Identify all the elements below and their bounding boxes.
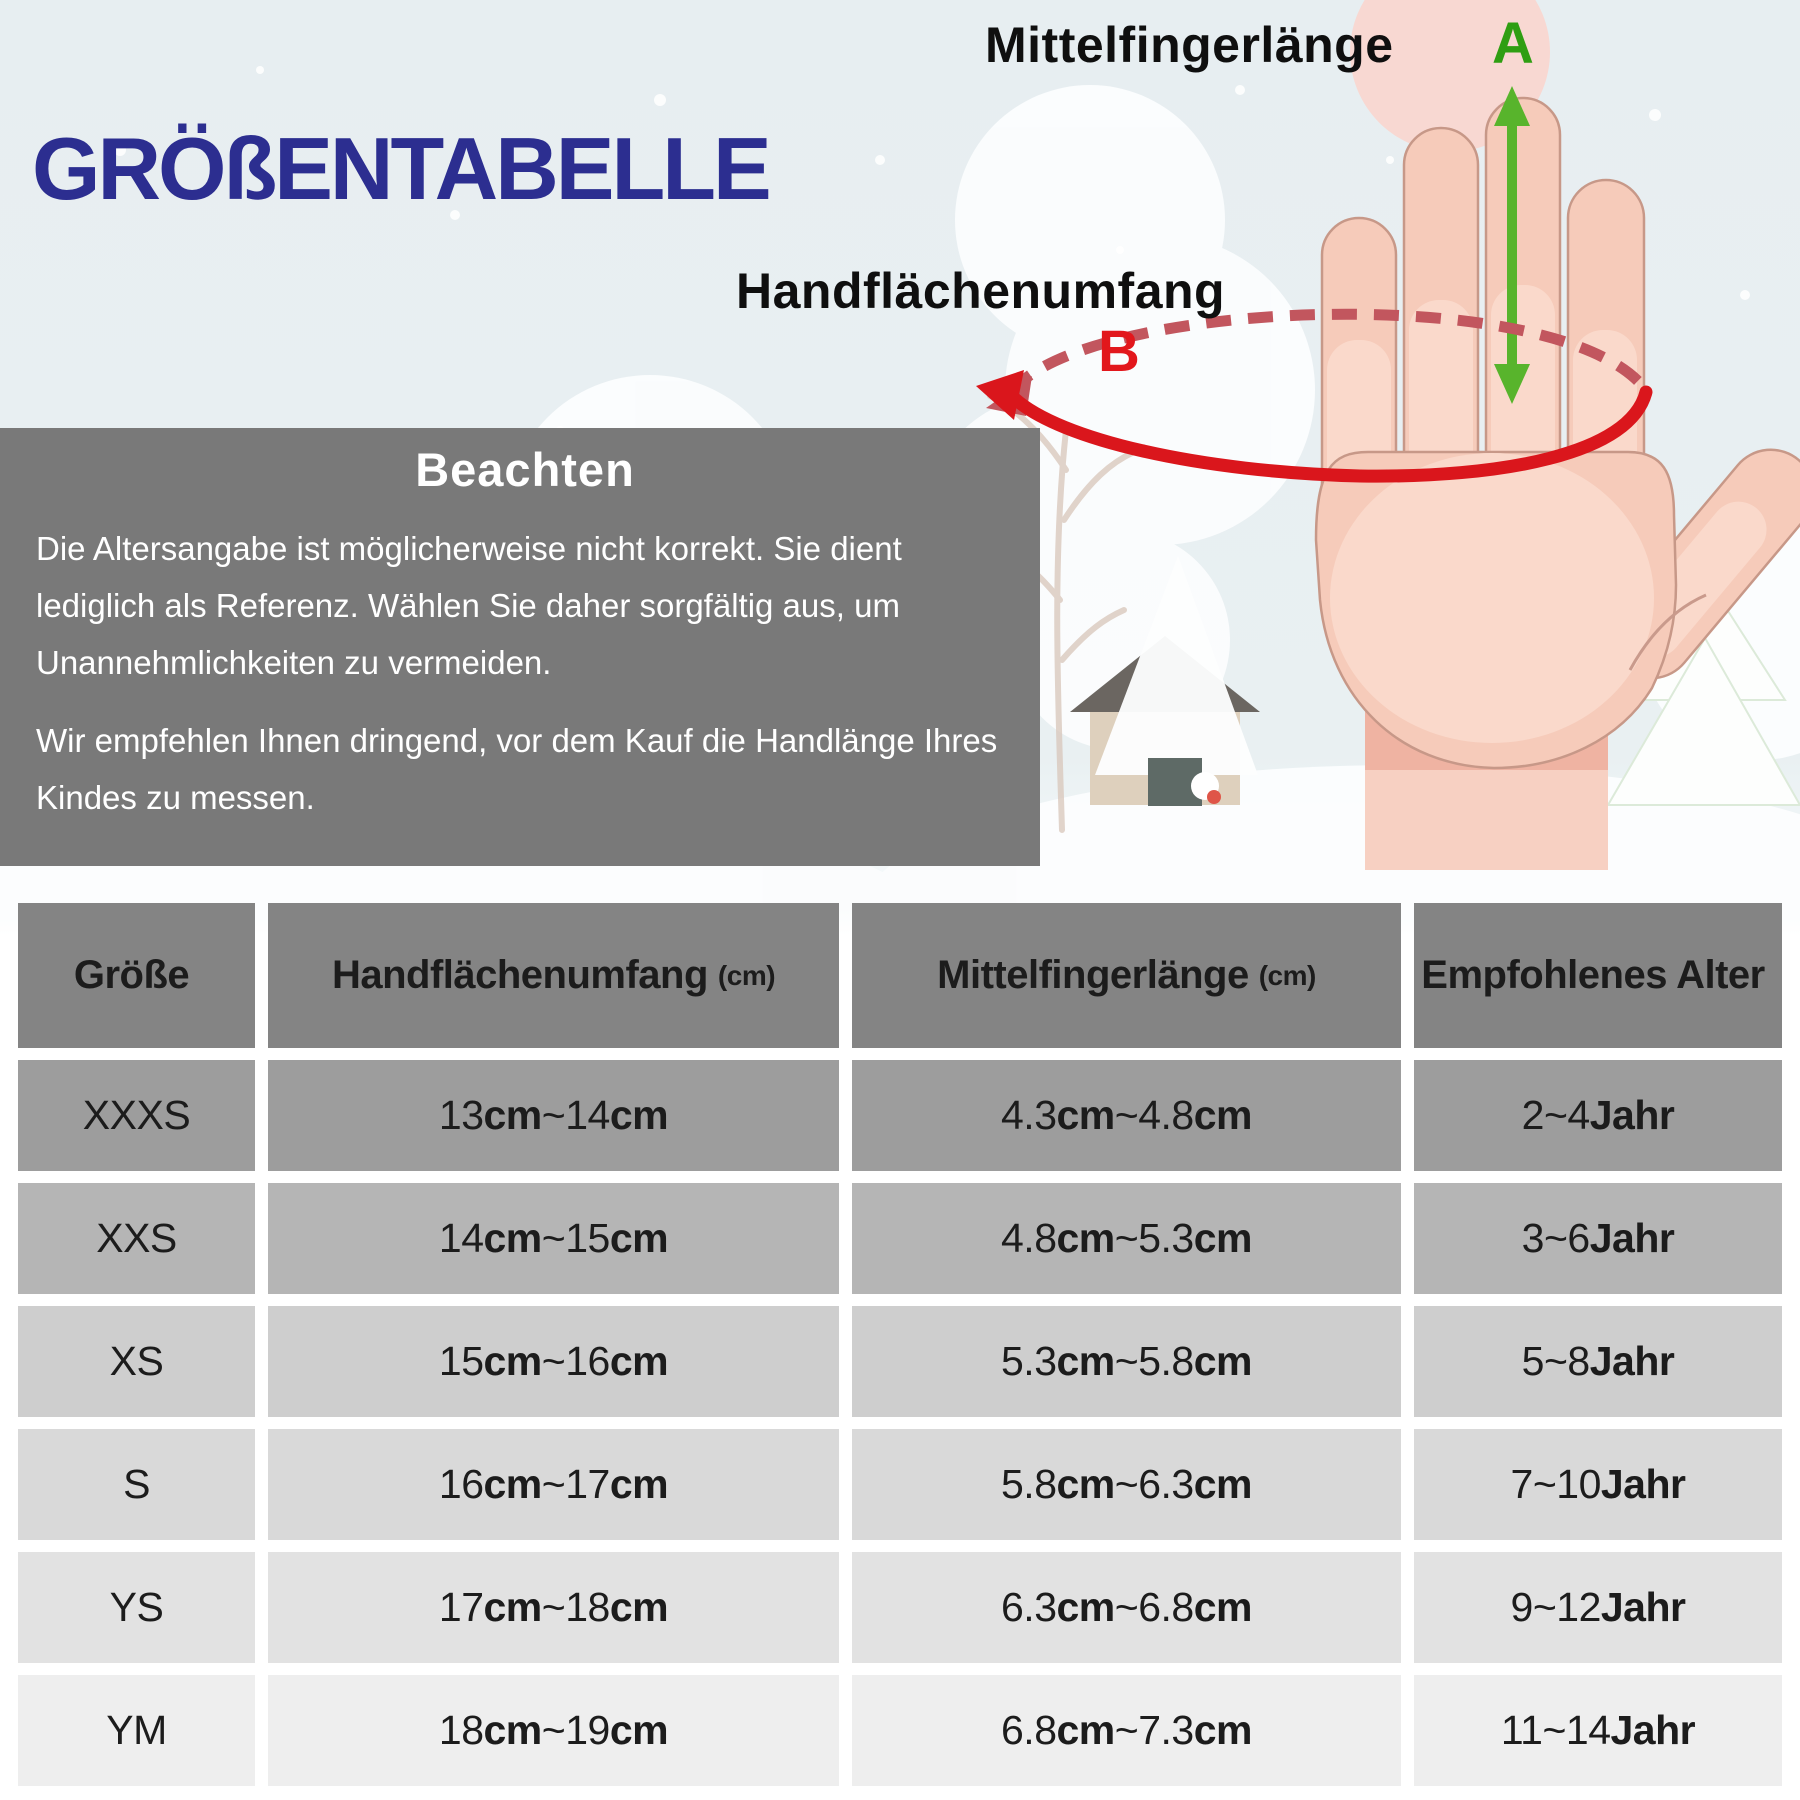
note-paragraph-2: Wir empfehlen Ihnen dringend, vor dem Ka…	[36, 722, 998, 816]
table-cell-size: YS	[18, 1552, 255, 1663]
snow-house-icon	[1070, 556, 1260, 806]
table-cell-palm: 15 cm ~16 cm	[268, 1306, 839, 1417]
table-cell-size: XXS	[18, 1183, 255, 1294]
hand-icon	[1314, 96, 1800, 870]
col-header-palm-girth: Handflächenumfang (cm)	[268, 903, 839, 1048]
table-cell-age: 11~14 Jahr	[1414, 1675, 1782, 1786]
table-cell-size: XXXS	[18, 1060, 255, 1171]
table-cell-finger: 5.8 cm ~6.3 cm	[852, 1429, 1401, 1540]
table-cell-finger: 4.3 cm ~4.8 cm	[852, 1060, 1401, 1171]
table-cell-age: 9~12 Jahr	[1414, 1552, 1782, 1663]
table-cell-age: 7~10 Jahr	[1414, 1429, 1782, 1540]
table-cell-finger: 5.3 cm ~5.8 cm	[852, 1306, 1401, 1417]
table-cell-finger: 6.8 cm ~7.3 cm	[852, 1675, 1401, 1786]
note-paragraph-1: Die Altersangabe ist möglicherweise nich…	[36, 530, 902, 681]
table-cell-finger: 6.3 cm ~6.8 cm	[852, 1552, 1401, 1663]
table-cell-age: 5~8 Jahr	[1414, 1306, 1782, 1417]
hand-illustration	[976, 86, 1800, 870]
note-box: Beachten Die Altersangabe ist möglicherw…	[0, 428, 1040, 866]
marker-a-label: A	[1492, 11, 1534, 76]
col-header-size: Größe	[18, 903, 255, 1048]
table-cell-size: XS	[18, 1306, 255, 1417]
table-cell-palm: 16 cm ~17 cm	[268, 1429, 839, 1540]
finger-length-label: Mittelfingerlänge	[985, 17, 1394, 73]
table-cell-age: 2~4 Jahr	[1414, 1060, 1782, 1171]
col-header-finger-length: Mittelfingerlänge (cm)	[852, 903, 1401, 1048]
table-cell-palm: 17 cm ~18 cm	[268, 1552, 839, 1663]
col-header-age: Empfohlenes Alter	[1414, 903, 1782, 1048]
palm-girth-label: Handflächenumfang	[736, 263, 1226, 319]
table-cell-palm: 18 cm ~19 cm	[268, 1675, 839, 1786]
table-cell-palm: 14 cm ~15 cm	[268, 1183, 839, 1294]
table-cell-size: YM	[18, 1675, 255, 1786]
table-cell-age: 3~6 Jahr	[1414, 1183, 1782, 1294]
palm-girth-ellipse-icon	[976, 308, 1653, 483]
table-cell-palm: 13 cm ~14 cm	[268, 1060, 839, 1171]
note-heading: Beachten	[415, 443, 635, 496]
finger-length-arrow-icon	[1494, 86, 1530, 404]
table-cell-finger: 4.8 cm ~5.3 cm	[852, 1183, 1401, 1294]
marker-b-label: B	[1098, 319, 1140, 384]
table-cell-size: S	[18, 1429, 255, 1540]
page-title: GRÖßENTABELLE	[32, 119, 772, 218]
size-table: Größe Handflächenumfang (cm) Mittelfinger…	[18, 903, 1782, 1786]
